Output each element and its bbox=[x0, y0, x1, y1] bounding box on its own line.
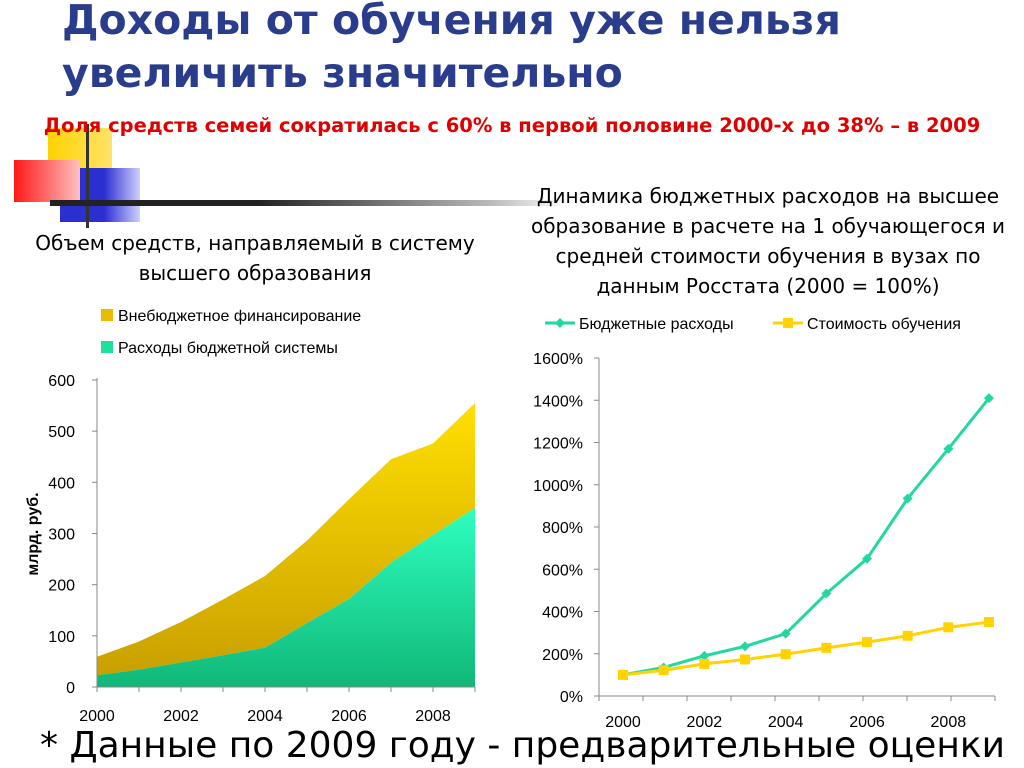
data-point-square bbox=[902, 630, 913, 641]
data-point-diamond bbox=[780, 628, 791, 639]
y-axis-label: млрд. руб. bbox=[25, 492, 42, 575]
y-tick-label: 600% bbox=[542, 562, 583, 579]
data-point-square bbox=[658, 665, 669, 676]
y-tick-label: 0% bbox=[560, 689, 583, 706]
data-point-diamond bbox=[740, 641, 750, 652]
data-point-square bbox=[740, 654, 750, 665]
data-point-square bbox=[699, 658, 710, 669]
deco-red-block bbox=[14, 160, 80, 202]
right-chart-caption: Динамика бюджетных расходов на высшее об… bbox=[530, 184, 1006, 298]
data-point-square bbox=[862, 637, 872, 648]
deco-vertical-line bbox=[86, 124, 89, 228]
footnote: * Данные по 2009 году - предварительные … bbox=[40, 725, 1006, 766]
data-point-diamond bbox=[984, 393, 994, 404]
y-tick-label: 400% bbox=[542, 605, 583, 622]
deco-horizontal-line bbox=[50, 200, 570, 206]
y-tick-label: 100 bbox=[48, 629, 75, 646]
y-tick-label: 1000% bbox=[533, 478, 583, 495]
data-point-diamond bbox=[862, 553, 872, 564]
data-point-diamond bbox=[902, 493, 913, 504]
data-point-square bbox=[618, 669, 628, 680]
legend-marker-cost bbox=[783, 318, 793, 328]
data-point-square bbox=[821, 642, 832, 653]
y-tick-label: 1200% bbox=[533, 436, 583, 453]
y-tick-label: 500 bbox=[48, 424, 75, 441]
data-point-square bbox=[984, 617, 994, 628]
data-point-square bbox=[943, 622, 954, 633]
y-tick-label: 800% bbox=[542, 520, 583, 537]
page-title: Доходы от обучения уже нельзя увеличить … bbox=[62, 0, 1002, 100]
x-tick-label: 2004 bbox=[247, 708, 283, 725]
area-series-budget bbox=[97, 507, 475, 687]
legend-label-offbudget: Внебюджетное финансирование bbox=[118, 308, 361, 325]
data-point-diamond bbox=[658, 662, 669, 673]
legend-swatch-budget bbox=[101, 341, 113, 353]
series-line-1 bbox=[622, 397, 991, 677]
x-tick-label: 2008 bbox=[415, 708, 451, 725]
data-point-diamond bbox=[618, 669, 628, 680]
legend-marker-budget bbox=[555, 318, 565, 328]
data-point-square bbox=[780, 649, 791, 660]
title-line-2: увеличить значительно bbox=[62, 49, 623, 97]
y-tick-label: 1400% bbox=[533, 393, 583, 410]
area-series-offbudget bbox=[97, 403, 475, 676]
x-tick-label: 2006 bbox=[331, 708, 367, 725]
data-point-diamond bbox=[943, 443, 954, 454]
legend-label-budget: Расходы бюджетной системы bbox=[118, 340, 338, 357]
y-tick-label: 600 bbox=[48, 373, 75, 390]
y-tick-label: 200% bbox=[542, 647, 583, 664]
y-tick-label: 0 bbox=[66, 680, 75, 697]
legend-label-cost: Стоимость обучения bbox=[807, 316, 961, 333]
y-tick-label: 1600% bbox=[533, 351, 583, 368]
x-tick-label: 2000 bbox=[79, 708, 115, 725]
data-point-diamond bbox=[821, 588, 832, 599]
data-point-diamond bbox=[699, 650, 710, 661]
legend-label-budget: Бюджетные расходы bbox=[579, 316, 734, 333]
title-line-1: Доходы от обучения уже нельзя bbox=[62, 0, 841, 44]
series-line-2 bbox=[622, 620, 990, 677]
y-tick-label: 200 bbox=[48, 578, 75, 595]
x-tick-label: 2002 bbox=[163, 708, 199, 725]
left-chart-caption: Объем средств, направляемый в систему вы… bbox=[35, 231, 475, 285]
legend-swatch-offbudget bbox=[101, 309, 113, 321]
subtitle: Доля средств семей сократилась с 60% в п… bbox=[43, 114, 981, 137]
y-tick-label: 300 bbox=[48, 527, 75, 544]
area-chart: 0 100 200 300 400 500 600 2000 2002 2004 2006 2008 м… bbox=[25, 308, 476, 725]
y-tick-label: 400 bbox=[48, 475, 75, 492]
